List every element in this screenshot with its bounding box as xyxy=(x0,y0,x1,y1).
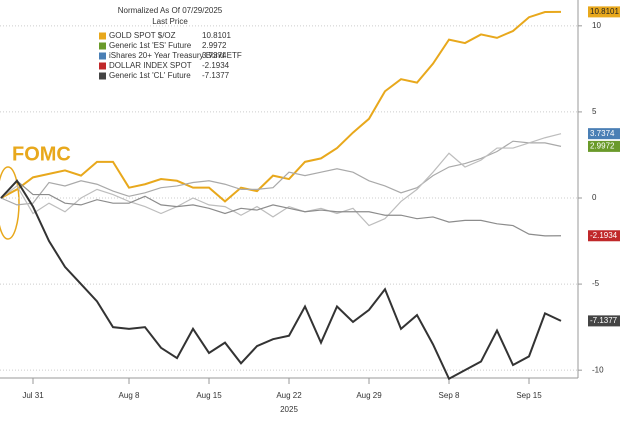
value-label: -2.1934 xyxy=(590,231,618,240)
y-tick-label: -5 xyxy=(592,279,600,288)
legend-title: Normalized As Of 07/29/2025 xyxy=(118,6,223,15)
x-tick-label: Aug 22 xyxy=(276,391,302,400)
x-tick-label: Aug 29 xyxy=(356,391,382,400)
value-box xyxy=(588,140,620,152)
series-line xyxy=(0,179,562,381)
y-tick-label: 0 xyxy=(592,193,597,202)
series-line xyxy=(0,140,562,206)
series-line xyxy=(0,179,562,237)
value-box xyxy=(588,6,620,18)
legend-swatch xyxy=(99,42,106,50)
legend-subtitle: Last Price xyxy=(152,17,188,26)
value-label: 10.8101 xyxy=(590,7,619,16)
legend-label: DOLLAR INDEX SPOT xyxy=(109,61,192,70)
legend-value: 3.7374 xyxy=(202,51,227,60)
value-box xyxy=(588,315,620,327)
x-tick-label: Sep 8 xyxy=(439,391,460,400)
legend-swatch xyxy=(99,52,106,60)
x-tick-label: Aug 15 xyxy=(196,391,222,400)
legend-value: 2.9972 xyxy=(202,41,227,50)
value-label: -7.1377 xyxy=(590,316,618,325)
y-tick-label: 10 xyxy=(592,21,601,30)
x-tick-label: Aug 8 xyxy=(119,391,140,400)
value-label: 2.9972 xyxy=(590,142,615,151)
legend-label: GOLD SPOT $/OZ xyxy=(109,31,176,40)
y-tick-label: -10 xyxy=(592,365,604,374)
legend-swatch xyxy=(99,62,106,70)
legend-value: -7.1377 xyxy=(202,71,230,80)
legend-value: -2.1934 xyxy=(202,61,230,70)
series-line xyxy=(0,133,562,227)
value-box xyxy=(588,230,620,242)
series-line xyxy=(0,10,562,203)
legend-label: Generic 1st 'CL' Future xyxy=(109,71,191,80)
legend-label: Generic 1st 'ES' Future xyxy=(109,41,192,50)
legend-swatch xyxy=(99,32,106,40)
legend-label: iShares 20+ Year Treasury Bond ETF xyxy=(109,51,242,60)
x-tick-label: Jul 31 xyxy=(22,391,44,400)
y-tick-label: 5 xyxy=(592,107,597,116)
x-tick-label: Sep 15 xyxy=(516,391,542,400)
legend-swatch xyxy=(99,72,106,80)
annotation-ellipse xyxy=(0,166,20,240)
legend-value: 10.8101 xyxy=(202,31,231,40)
annotation: FOMC xyxy=(12,143,71,165)
year-label: 2025 xyxy=(280,405,298,414)
value-label: 3.7374 xyxy=(590,129,615,138)
legend-box xyxy=(90,4,250,104)
value-box xyxy=(588,128,620,140)
